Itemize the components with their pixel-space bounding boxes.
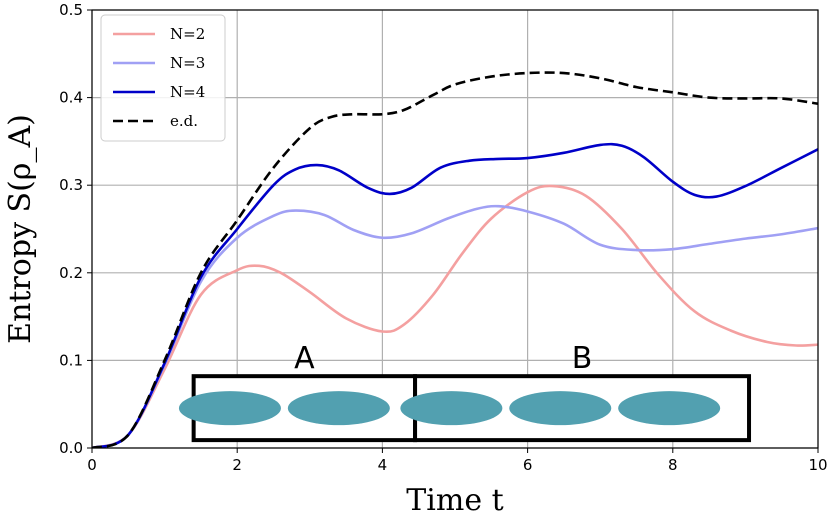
y-axis-label: Entropy S(ρ_A) [3,114,38,344]
legend-box [100,14,226,142]
y-tick-label: 0.2 [59,264,83,282]
y-tick-label: 0.3 [59,176,83,194]
subsystem-a-label: A [294,341,315,376]
y-tick-label: 0.4 [59,89,83,107]
axis-ticks: 0 2 4 6 8 10 0.0 0.1 0.2 0.3 0.4 0.5 [59,1,827,474]
y-tick-label: 0.5 [59,1,83,19]
series-lines [92,71,818,448]
x-tick-label: 10 [808,456,827,474]
x-tick-label: 8 [668,456,678,474]
series-line-n-2 [92,184,818,448]
site-ellipse [618,391,721,426]
legend-label: N=3 [170,54,205,72]
series-line-e-d- [92,71,818,448]
site-ellipse [178,391,281,426]
series-line-n-4 [92,142,818,448]
site-ellipse [287,391,390,426]
y-tick-label: 0.0 [59,439,83,457]
site-ellipse [509,391,612,426]
subsystem-b-label: B [572,341,593,376]
x-tick-label: 4 [378,456,388,474]
y-tick-label: 0.1 [59,351,83,369]
legend-label: N=4 [170,83,205,101]
legend: N=2 N=3 N=4 e.d. [100,14,226,142]
legend-label: N=2 [170,25,205,43]
x-axis-label: Time t [406,483,503,515]
plot-frame [91,9,819,449]
site-ellipse [400,391,503,426]
legend-label: e.d. [170,112,198,130]
x-tick-label: 2 [232,456,242,474]
series-line-n-3 [92,204,818,448]
x-tick-label: 0 [87,456,97,474]
x-tick-label: 6 [523,456,533,474]
